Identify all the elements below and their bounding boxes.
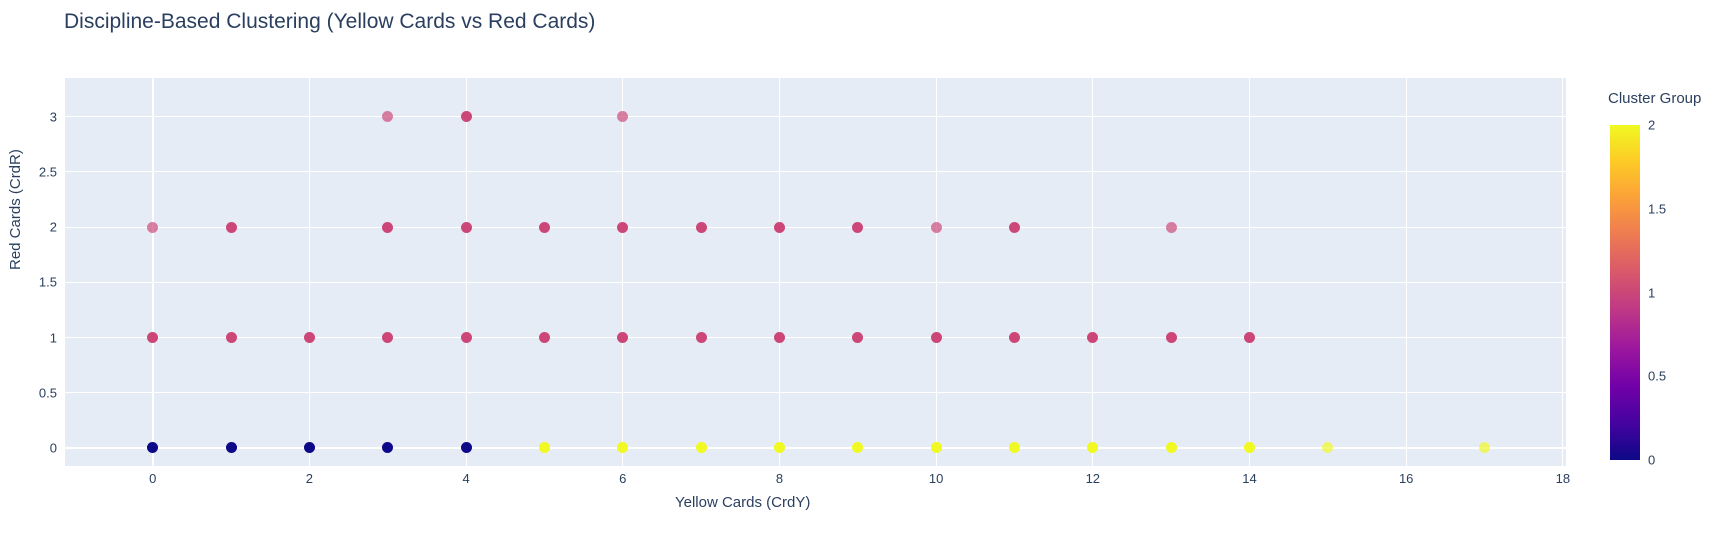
scatter-point[interactable] (225, 221, 237, 233)
y-tick-label: 1.5 (38, 274, 57, 290)
colorbar-tick-label: 1 (1648, 285, 1656, 300)
scatter-point[interactable] (538, 332, 550, 344)
scatter-point[interactable] (773, 442, 785, 454)
x-tick-label: 6 (619, 471, 627, 486)
scatter-point[interactable] (1087, 332, 1099, 344)
plot-area[interactable] (65, 78, 1566, 466)
colorbar-tick-label: 0 (1648, 452, 1656, 468)
y-tick-label: 3 (49, 109, 57, 125)
scatter-point[interactable] (1008, 221, 1020, 233)
scatter-point[interactable] (930, 442, 942, 454)
colorbar-tick-label: 0.5 (1648, 368, 1667, 384)
scatter-point[interactable] (147, 221, 159, 233)
scatter-point[interactable] (1479, 442, 1491, 454)
scatter-point[interactable] (1165, 442, 1177, 454)
colorbar (1610, 125, 1640, 460)
y-tick-label: 0 (49, 440, 57, 456)
scatter-point[interactable] (617, 332, 629, 344)
scatter-point[interactable] (460, 442, 472, 454)
scatter-point[interactable] (303, 332, 315, 344)
scatter-point[interactable] (617, 221, 629, 233)
chart-title: Discipline-Based Clustering (Yellow Card… (64, 10, 596, 33)
x-axis-title: Yellow Cards (CrdY) (675, 494, 811, 511)
scatter-point[interactable] (1165, 332, 1177, 344)
scatter-point[interactable] (538, 442, 550, 454)
x-tick-label: 12 (1085, 471, 1101, 486)
x-tick-label: 16 (1398, 471, 1414, 486)
scatter-point[interactable] (773, 221, 785, 233)
scatter-point[interactable] (930, 221, 942, 233)
scatter-point[interactable] (773, 332, 785, 344)
scatter-point[interactable] (852, 332, 864, 344)
scatter-point[interactable] (382, 111, 394, 123)
scatter-point[interactable] (460, 221, 472, 233)
colorbar-tick-label: 2 (1648, 117, 1656, 133)
x-tick-label: 0 (149, 471, 157, 486)
scatter-point[interactable] (617, 442, 629, 454)
scatter-point[interactable] (460, 332, 472, 344)
scatter-point[interactable] (382, 442, 394, 454)
scatter-point[interactable] (852, 221, 864, 233)
scatter-point[interactable] (695, 442, 707, 454)
scatter-point[interactable] (1322, 442, 1334, 454)
scatter-point[interactable] (460, 111, 472, 123)
y-tick-label: 1 (49, 330, 57, 346)
x-tick-label: 2 (305, 471, 314, 486)
x-tick-label: 14 (1242, 471, 1257, 486)
scatter-point[interactable] (225, 332, 237, 344)
scatter-point[interactable] (1008, 332, 1020, 344)
scatter-point[interactable] (1087, 442, 1099, 454)
scatter-point[interactable] (538, 221, 550, 233)
y-tick-label: 0.5 (38, 385, 57, 401)
scatter-point[interactable] (695, 332, 707, 344)
colorbar-tick-label: 1.5 (1648, 201, 1667, 217)
scatter-point[interactable] (695, 221, 707, 233)
scatter-point[interactable] (617, 111, 629, 123)
scatter-point[interactable] (1244, 332, 1255, 344)
scatter-point[interactable] (1008, 442, 1020, 454)
x-tick-label: 10 (928, 471, 944, 486)
scatter-point[interactable] (303, 442, 315, 454)
scatter-point[interactable] (1165, 221, 1177, 233)
scatter-point[interactable] (147, 442, 159, 454)
scatter-point[interactable] (382, 221, 394, 233)
scatter-point[interactable] (147, 332, 159, 344)
scatter-point[interactable] (1244, 442, 1255, 454)
scatter-point[interactable] (930, 332, 942, 344)
scatter-point[interactable] (852, 442, 864, 454)
x-tick-label: 18 (1555, 471, 1571, 486)
scatter-point[interactable] (382, 332, 394, 344)
colorbar-title: Cluster Group (1608, 90, 1702, 107)
x-tick-label: 4 (462, 471, 470, 486)
x-tick-label: 8 (775, 471, 784, 486)
scatter-point[interactable] (225, 442, 237, 454)
y-axis-title: Red Cards (CrdR) (7, 149, 24, 270)
